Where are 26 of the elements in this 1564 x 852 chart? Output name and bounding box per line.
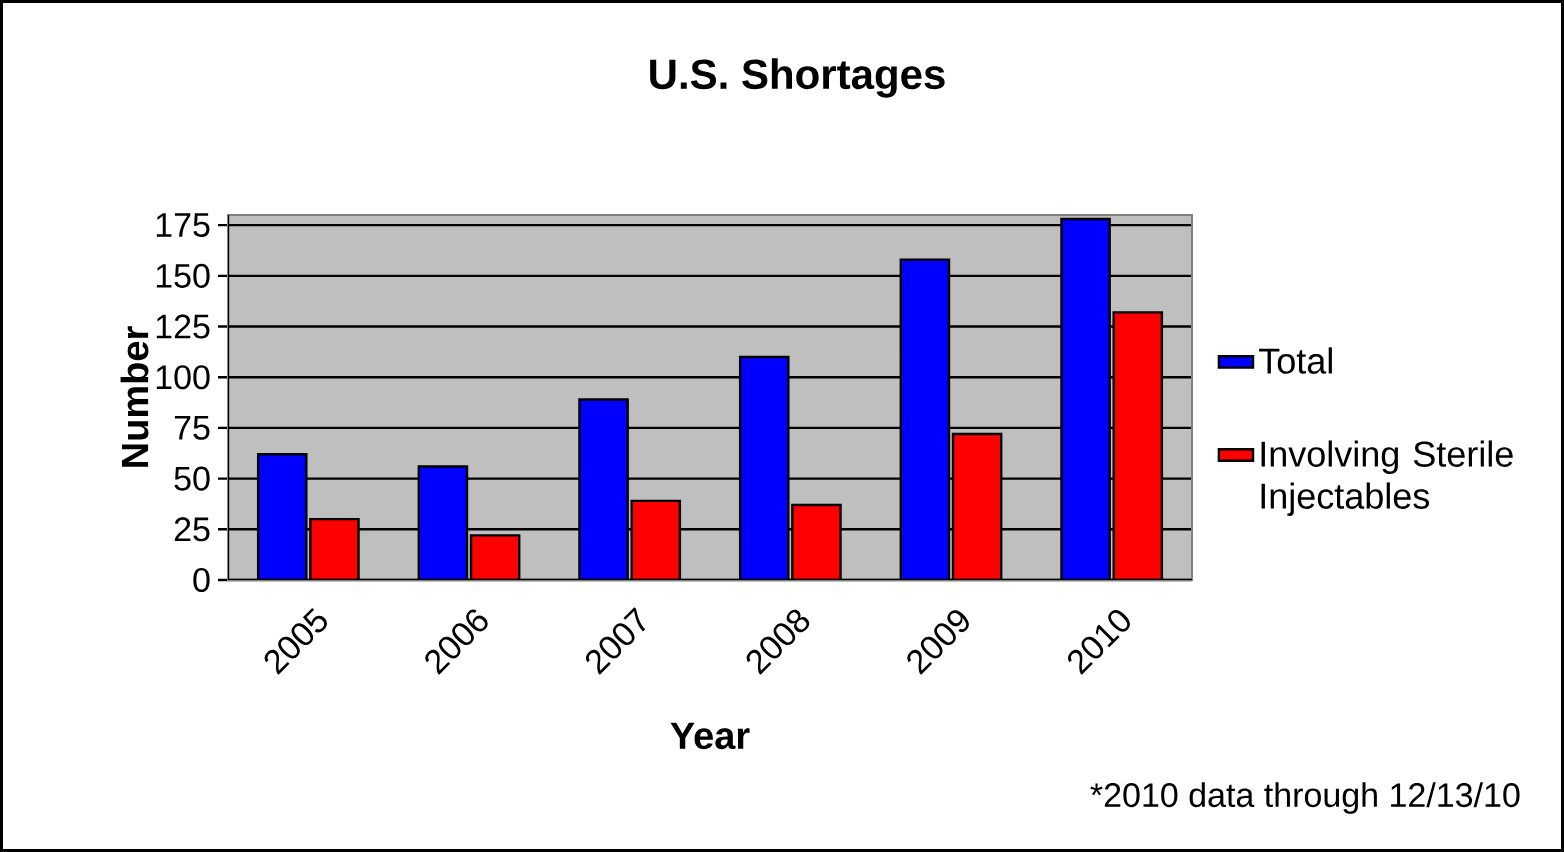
legend-label: Involving Sterile Injectables — [1261, 440, 1513, 516]
bar — [899, 258, 951, 580]
bar — [469, 534, 521, 580]
legend-label: Total — [1259, 347, 1332, 374]
text: *2010 data through 12/13/10 — [1090, 782, 1520, 814]
bar — [738, 355, 790, 580]
y-tick-label: 50 — [174, 466, 210, 491]
y-tick-label: 25 — [174, 517, 210, 542]
bar — [1112, 311, 1164, 580]
bar — [578, 398, 629, 580]
y-tick-label: 75 — [174, 416, 210, 440]
bar — [1060, 217, 1111, 580]
y-axis-title: Number — [120, 326, 149, 467]
y-tick-label: 0 — [193, 567, 210, 593]
chart-title: U.S. Shortages — [650, 58, 945, 98]
bar — [791, 503, 842, 580]
x-axis-title: Year — [670, 722, 750, 750]
bar — [417, 465, 469, 580]
bar — [309, 517, 360, 580]
bar — [256, 453, 308, 580]
y-tick-label: 125 — [156, 314, 210, 339]
y-tick-label: 175 — [156, 213, 210, 238]
y-tick-label: 150 — [156, 263, 210, 288]
bar — [951, 432, 1003, 580]
y-tick-label: 100 — [156, 365, 210, 390]
bar — [630, 499, 682, 580]
